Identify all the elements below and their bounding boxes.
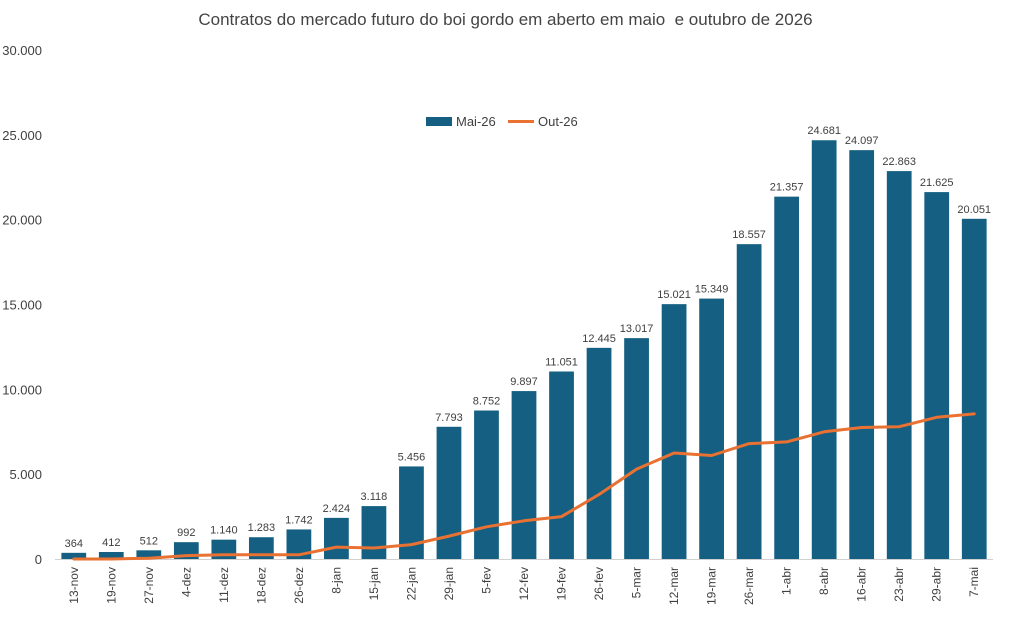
- bar: [586, 347, 612, 559]
- bar-data-label: 992: [177, 527, 195, 539]
- bar-data-label: 11.051: [545, 357, 578, 369]
- x-tick-label: 15-jan: [367, 567, 381, 600]
- bar-data-label: 18.557: [732, 229, 766, 241]
- y-tick-label: 20.000: [2, 213, 42, 228]
- bar-data-label: 5.456: [398, 451, 426, 463]
- bar-data-label: 24.681: [807, 125, 841, 137]
- y-tick-label: 10.000: [2, 382, 42, 397]
- bar-data-label: 2.424: [323, 503, 351, 515]
- bar-data-label: 1.140: [210, 525, 238, 537]
- bar-data-label: 7.793: [435, 412, 463, 424]
- bar: [924, 192, 950, 560]
- x-tick-label: 8-abr: [817, 567, 831, 595]
- y-tick-label: 0: [35, 552, 42, 567]
- bar-data-label: 15.349: [695, 284, 729, 296]
- series-out-26-line: [72, 412, 976, 561]
- bar: [736, 244, 762, 559]
- x-tick-label: 19-mar: [705, 567, 719, 605]
- x-tick-label: 27-nov: [142, 567, 156, 604]
- bar: [886, 171, 912, 559]
- x-tick-label: 12-mar: [667, 567, 681, 605]
- bar-data-label: 15.021: [657, 289, 691, 301]
- bar-data-label: 8.752: [473, 396, 501, 408]
- bar: [661, 304, 687, 559]
- bar-data-label: 512: [140, 535, 158, 547]
- x-tick-label: 5-mar: [630, 567, 644, 598]
- y-axis-ticks: 0 5.000 10.000 15.000 20.000 25.000 30.000: [2, 43, 42, 567]
- bar: [961, 218, 987, 559]
- data-labels: 364 412 512 992 1.140 1.283 1.742 2.424 3.118 5.4…: [65, 125, 991, 550]
- chart-title: Contratos do mercado futuro do boi gordo…: [198, 10, 813, 29]
- x-tick-label: 26-mar: [742, 567, 756, 605]
- bar: [549, 371, 574, 559]
- x-tick-label: 12-fev: [517, 567, 531, 600]
- line-out-26: [72, 412, 976, 561]
- bar: [474, 410, 499, 559]
- bar: [699, 298, 724, 559]
- x-tick-label: 1-abr: [780, 567, 794, 595]
- x-tick-label: 16-abr: [855, 567, 869, 602]
- x-tick-label: 29-jan: [442, 567, 456, 600]
- y-tick-label: 5.000: [9, 467, 42, 482]
- bar-data-label: 412: [102, 537, 120, 549]
- bar: [624, 338, 649, 559]
- bar: [61, 552, 87, 559]
- bar: [136, 550, 162, 559]
- y-tick-label: 15.000: [2, 298, 42, 313]
- legend-swatch-mai-26: [426, 117, 452, 126]
- bar: [811, 140, 837, 559]
- bar: [324, 517, 349, 559]
- x-axis-ticks: 13-nov 19-nov 27-nov 4-dez 11-dez 18-dez 26-de…: [67, 567, 981, 605]
- x-tick-label: 5-fev: [479, 567, 493, 594]
- x-tick-label: 13-nov: [67, 567, 81, 604]
- bar: [361, 506, 387, 559]
- x-tick-label: 19-nov: [104, 567, 118, 604]
- bar-data-label: 24.097: [845, 135, 879, 147]
- bar-data-label: 21.357: [770, 182, 804, 194]
- x-tick-label: 8-jan: [329, 567, 343, 594]
- bar-data-label: 22.863: [882, 156, 916, 168]
- x-tick-label: 26-fev: [592, 567, 606, 600]
- bar-data-label: 364: [65, 538, 83, 550]
- legend-label-out-26: Out-26: [538, 114, 578, 129]
- bar-data-label: 21.625: [920, 177, 954, 189]
- bar: [774, 196, 800, 560]
- legend-label-mai-26: Mai-26: [456, 114, 496, 129]
- x-tick-label: 11-dez: [217, 567, 231, 603]
- bar: [98, 552, 124, 559]
- y-tick-label: 30.000: [2, 43, 42, 58]
- bar-data-label: 3.118: [361, 491, 388, 503]
- legend: Mai-26 Out-26: [426, 114, 578, 129]
- bar-data-label: 20.051: [957, 204, 991, 216]
- x-tick-label: 29-abr: [930, 567, 944, 602]
- bar-data-label: 9.897: [510, 376, 538, 388]
- x-tick-label: 22-jan: [404, 567, 418, 600]
- x-tick-label: 23-abr: [892, 567, 906, 602]
- bar: [511, 391, 537, 559]
- bar-data-label: 1.742: [285, 514, 313, 526]
- x-tick-label: 19-fev: [555, 567, 569, 600]
- x-tick-label: 26-dez: [292, 567, 306, 604]
- series-mai-26-bars: [61, 140, 987, 560]
- bar-data-label: 1.283: [248, 522, 276, 534]
- y-tick-label: 25.000: [2, 128, 42, 143]
- bar-data-label: 12.445: [582, 333, 616, 345]
- bar: [849, 150, 875, 559]
- bar-data-label: 13.017: [620, 323, 654, 335]
- x-tick-label: 4-dez: [179, 567, 193, 597]
- x-tick-label: 18-dez: [254, 567, 268, 604]
- x-tick-label: 7-mai: [967, 567, 981, 597]
